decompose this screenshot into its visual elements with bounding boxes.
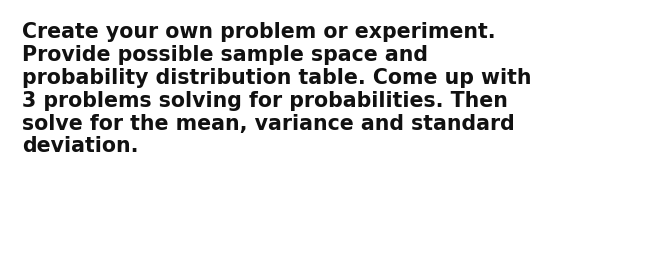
- Text: Create your own problem or experiment.
Provide possible sample space and
probabi: Create your own problem or experiment. P…: [22, 22, 531, 156]
